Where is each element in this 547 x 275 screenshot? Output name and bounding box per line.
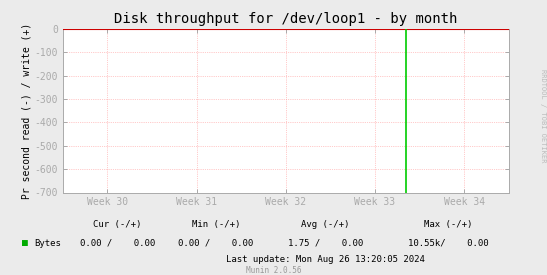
Y-axis label: Pr second read (-) / write (+): Pr second read (-) / write (+) — [22, 23, 32, 199]
Text: ■: ■ — [22, 238, 28, 248]
Text: Max (-/+): Max (-/+) — [424, 220, 473, 229]
Text: 0.00 /    0.00: 0.00 / 0.00 — [80, 239, 155, 248]
Text: 10.55k/    0.00: 10.55k/ 0.00 — [408, 239, 489, 248]
Title: Disk throughput for /dev/loop1 - by month: Disk throughput for /dev/loop1 - by mont… — [114, 12, 457, 26]
Text: Munin 2.0.56: Munin 2.0.56 — [246, 266, 301, 274]
Text: Cur (-/+): Cur (-/+) — [94, 220, 142, 229]
Text: Avg (-/+): Avg (-/+) — [301, 220, 350, 229]
Text: 0.00 /    0.00: 0.00 / 0.00 — [178, 239, 254, 248]
Text: Bytes: Bytes — [34, 239, 61, 248]
Text: Last update: Mon Aug 26 13:20:05 2024: Last update: Mon Aug 26 13:20:05 2024 — [226, 255, 425, 263]
Text: RRDTOOL / TOBI OETIKER: RRDTOOL / TOBI OETIKER — [540, 69, 546, 162]
Text: 1.75 /    0.00: 1.75 / 0.00 — [288, 239, 363, 248]
Text: Min (-/+): Min (-/+) — [192, 220, 240, 229]
